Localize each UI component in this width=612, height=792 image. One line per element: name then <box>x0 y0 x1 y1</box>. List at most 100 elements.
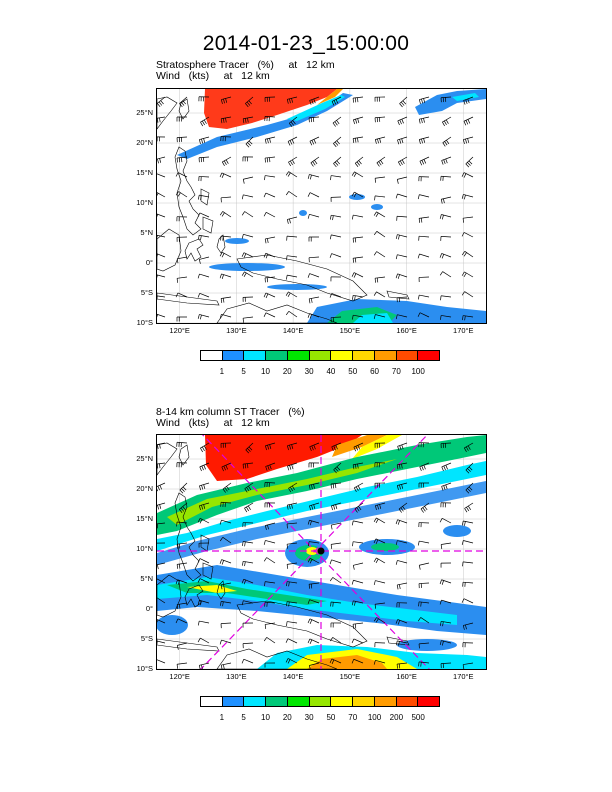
coastline <box>157 638 220 652</box>
wind-barb <box>242 296 254 302</box>
wind-barb <box>199 462 210 472</box>
wind-barb <box>439 579 452 585</box>
lat-tick-label: 10°S <box>136 318 153 327</box>
wind-barb <box>288 482 298 493</box>
wind-barb <box>245 136 254 148</box>
wind-barb <box>157 253 166 258</box>
wind-barb <box>285 291 298 298</box>
wind-barb <box>264 116 276 122</box>
wind-barb <box>351 579 364 585</box>
wind-barb <box>264 522 276 530</box>
wind-barb <box>352 136 364 144</box>
colorbar-label: 100 <box>411 367 425 376</box>
colorbar-swatch <box>309 697 332 706</box>
wind-barb <box>351 171 364 178</box>
wind-barb <box>418 276 430 282</box>
coastline <box>236 254 368 302</box>
wind-barb <box>176 256 188 264</box>
wind-barb <box>417 617 430 624</box>
lat-tick-label: 15°N <box>136 168 153 177</box>
wind-barb <box>440 542 452 550</box>
wind-barb <box>242 462 254 469</box>
wind-barb <box>176 116 188 122</box>
lon-tick-label: 170°E <box>453 326 474 335</box>
wind-barb <box>375 502 386 511</box>
colorbar-swatch <box>222 697 245 706</box>
wind-barb <box>418 442 430 448</box>
wind-barb <box>417 312 430 318</box>
wind-barb <box>179 482 188 494</box>
wind-barb <box>264 581 276 587</box>
wind-barb <box>219 537 232 544</box>
wind-barb <box>241 600 254 606</box>
wind-barb <box>440 442 452 449</box>
colorbar-swatch <box>266 697 288 706</box>
panel2-map-svg <box>157 435 486 669</box>
wind-barb <box>197 558 210 564</box>
wind-barb <box>286 96 298 104</box>
wind-barb <box>176 136 188 143</box>
wind-barb <box>220 136 232 142</box>
wind-barb <box>352 236 364 243</box>
wind-barb <box>288 116 298 127</box>
wind-barb <box>418 661 430 667</box>
wind-barb <box>241 271 254 278</box>
wind-barb <box>242 560 254 567</box>
wind-barb <box>219 559 232 565</box>
wind-barb <box>157 295 166 301</box>
wind-barb <box>352 256 364 263</box>
wind-barb <box>439 271 452 278</box>
panel1-tracer-cyan-band <box>287 95 345 121</box>
wind-barb <box>308 116 320 123</box>
wind-barb <box>418 482 430 488</box>
colorbar-swatch <box>201 351 223 360</box>
wind-barb <box>242 116 254 124</box>
wind-barb <box>286 502 298 510</box>
lat-tick-label: 5°N <box>140 574 153 583</box>
coastline <box>157 96 178 130</box>
colorbar-swatch <box>222 351 245 360</box>
lon-tick-label: 140°E <box>282 326 304 335</box>
wind-barb <box>287 462 298 471</box>
wind-barb <box>351 214 364 220</box>
wind-barb <box>417 294 430 300</box>
wind-barb <box>198 96 210 102</box>
coastline <box>216 648 338 669</box>
wind-barb <box>176 521 188 527</box>
wind-barb <box>220 622 232 629</box>
wind-barb <box>374 116 386 123</box>
wind-barb <box>352 622 364 629</box>
lat-tick-label: 25°N <box>136 454 153 463</box>
wind-barb <box>286 562 298 569</box>
wind-barb <box>286 542 298 549</box>
wind-barb <box>352 462 364 470</box>
wind-barb <box>418 642 430 649</box>
wind-barb <box>330 316 342 323</box>
wind-barb <box>197 578 210 584</box>
wind-barb <box>157 213 166 218</box>
wind-barb <box>242 176 254 184</box>
lat-tick-label: 5°N <box>140 228 153 237</box>
wind-barb <box>333 156 342 168</box>
wind-barb <box>395 560 408 565</box>
lon-tick-label: 160°E <box>396 326 417 335</box>
wind-barb <box>307 174 320 180</box>
colorbar-swatch <box>309 351 332 360</box>
wind-barb <box>288 156 298 167</box>
wind-barb <box>198 662 210 669</box>
wind-barb <box>374 442 386 448</box>
colorbar-label: 60 <box>370 367 379 376</box>
wind-barb <box>440 502 452 508</box>
wind-barb <box>157 482 166 492</box>
wind-barb <box>263 637 276 644</box>
colorbar-label: 1 <box>219 713 225 722</box>
colorbar-swatch <box>331 697 354 706</box>
wind-barb <box>176 542 188 549</box>
wind-barb <box>307 599 320 605</box>
wind-barb <box>418 601 430 607</box>
panel1-map-svg <box>157 89 486 323</box>
wind-barb <box>264 156 276 163</box>
wind-barb <box>351 638 364 644</box>
lat-tick-label: 10°N <box>136 544 153 553</box>
wind-barb <box>417 253 430 259</box>
